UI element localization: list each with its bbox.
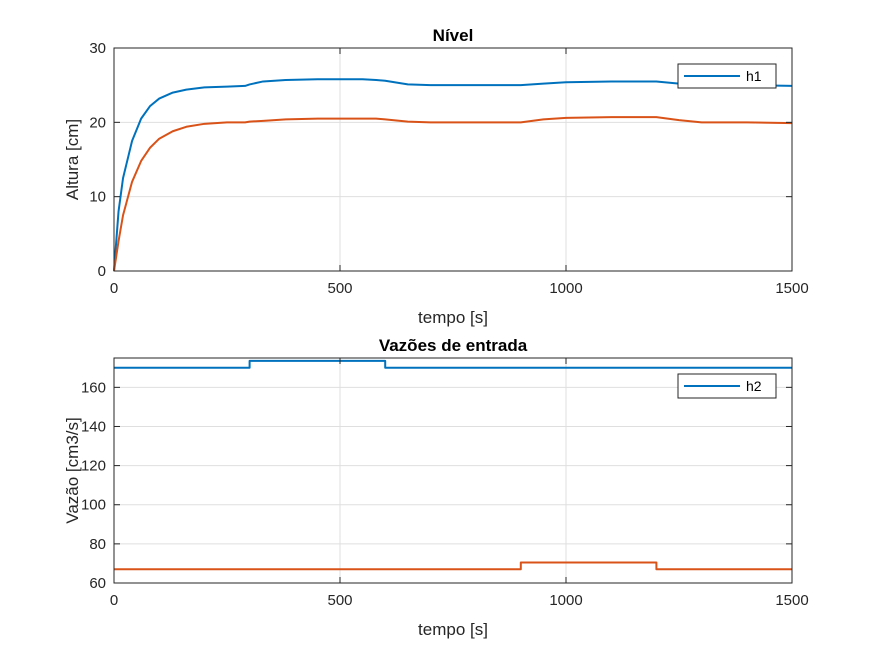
vazoes-ytick-label: 100 <box>81 497 106 514</box>
nivel-series <box>113 78 793 272</box>
vazoes-xlabel: tempo [s] <box>418 620 488 639</box>
vazoes-series-line-series-2 <box>114 561 792 571</box>
vazoes-ytick-label: 140 <box>81 418 106 435</box>
vazoes-ytick-label: 160 <box>81 379 106 396</box>
vazoes-ytick-label: 60 <box>89 575 106 592</box>
nivel-axes: 0 500 1000 1500 0 10 20 30 Nível tempo [s] Altu… <box>63 26 809 327</box>
vazoes-legend-label-h2: h2 <box>746 378 762 394</box>
nivel-xlabel: tempo [s] <box>418 308 488 327</box>
vazoes-legend: h2 <box>677 373 777 399</box>
vazoes-ytick-label: 80 <box>89 536 106 553</box>
nivel-ytick-label: 10 <box>89 189 106 206</box>
nivel-legend: h1 <box>677 63 777 89</box>
nivel-ytick-label: 30 <box>89 40 106 57</box>
vazoes-series <box>114 359 792 571</box>
vazoes-xtick-label: 500 <box>327 592 352 609</box>
nivel-legend-label-h1: h1 <box>746 68 762 84</box>
vazoes-ticks: 0 500 1000 1500 60 80 100 120 140 160 <box>81 358 809 609</box>
vazoes-axis-box <box>113 357 793 584</box>
vazoes-axes: 0 500 1000 1500 60 80 100 120 140 160 Vazões de e… <box>63 336 809 639</box>
nivel-xtick-label: 1000 <box>549 280 582 297</box>
vazoes-ylabel: Vazão [cm3/s] <box>63 417 82 523</box>
nivel-title: Nível <box>433 26 474 45</box>
vazoes-xtick-label: 1500 <box>775 592 808 609</box>
nivel-axis-box <box>113 47 793 272</box>
vazoes-ytick-label: 120 <box>81 458 106 475</box>
nivel-ytick-label: 0 <box>98 263 106 280</box>
nivel-xtick-label: 0 <box>110 280 118 297</box>
nivel-xtick-label: 500 <box>327 280 352 297</box>
nivel-ticks: 0 500 1000 1500 0 10 20 30 <box>89 40 808 297</box>
nivel-ytick-label: 20 <box>89 114 106 131</box>
nivel-xtick-label: 1500 <box>775 280 808 297</box>
vazoes-xtick-label: 1000 <box>549 592 582 609</box>
vazoes-title: Vazões de entrada <box>379 336 528 355</box>
nivel-series-line-series-2 <box>113 116 793 272</box>
vazoes-series-line-h2 <box>114 359 792 369</box>
nivel-series-line-h1 <box>113 78 793 272</box>
vazoes-xtick-label: 0 <box>110 592 118 609</box>
nivel-ylabel: Altura [cm] <box>63 119 82 200</box>
